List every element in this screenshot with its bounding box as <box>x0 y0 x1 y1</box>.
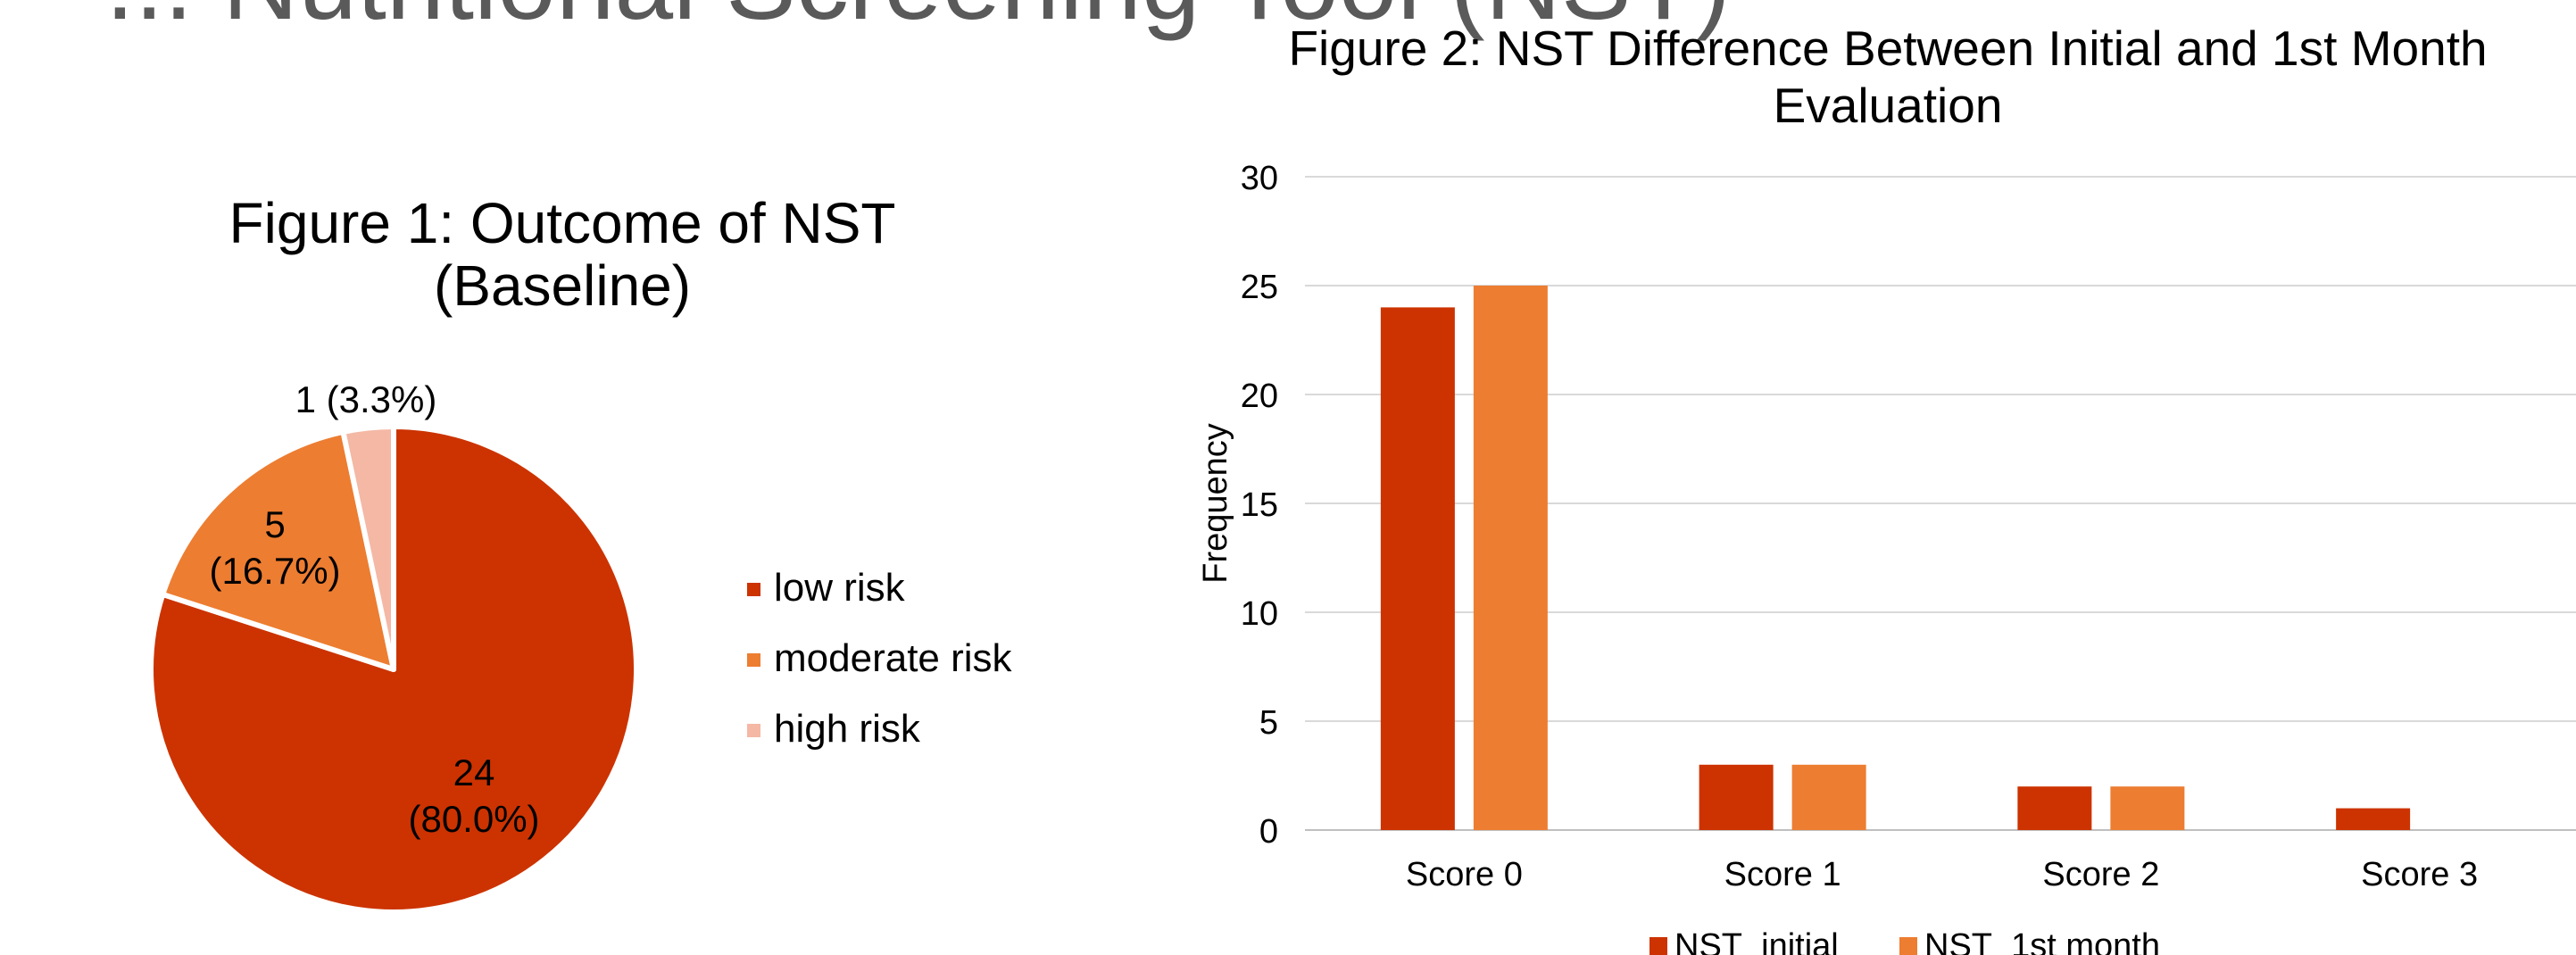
bar-month1-score-2 <box>2110 786 2184 830</box>
bar-initial-score-0 <box>1381 307 1455 830</box>
bar-month1-score-1 <box>1792 765 1866 830</box>
x-tick-score-1: Score 1 <box>1724 856 1841 893</box>
y-tick-20: 20 <box>1241 378 1278 415</box>
x-tick-score-3: Score 3 <box>2361 856 2478 893</box>
bar-initial-score-1 <box>1699 765 1774 830</box>
y-tick-30: 30 <box>1241 160 1278 197</box>
y-tick-15: 15 <box>1241 486 1278 524</box>
bar-legend-marker-month1 <box>1899 937 1917 955</box>
y-tick-5: 5 <box>1259 704 1278 742</box>
bar-legend-label-initial: NST_initial <box>1674 927 1839 955</box>
bar-month1-score-0 <box>1474 286 1548 830</box>
y-axis-title: Frequency <box>1197 423 1234 584</box>
bar-initial-score-2 <box>2017 786 2091 830</box>
y-tick-0: 0 <box>1259 813 1278 851</box>
x-tick-score-0: Score 0 <box>1406 856 1523 893</box>
bar-initial-score-3 <box>2336 809 2410 830</box>
bar-legend-label-month1: NST_1st month <box>1924 927 2160 955</box>
y-tick-25: 25 <box>1241 269 1278 306</box>
bar-legend-marker-initial <box>1649 937 1667 955</box>
y-tick-10: 10 <box>1241 595 1278 633</box>
x-tick-score-2: Score 2 <box>2042 856 2159 893</box>
